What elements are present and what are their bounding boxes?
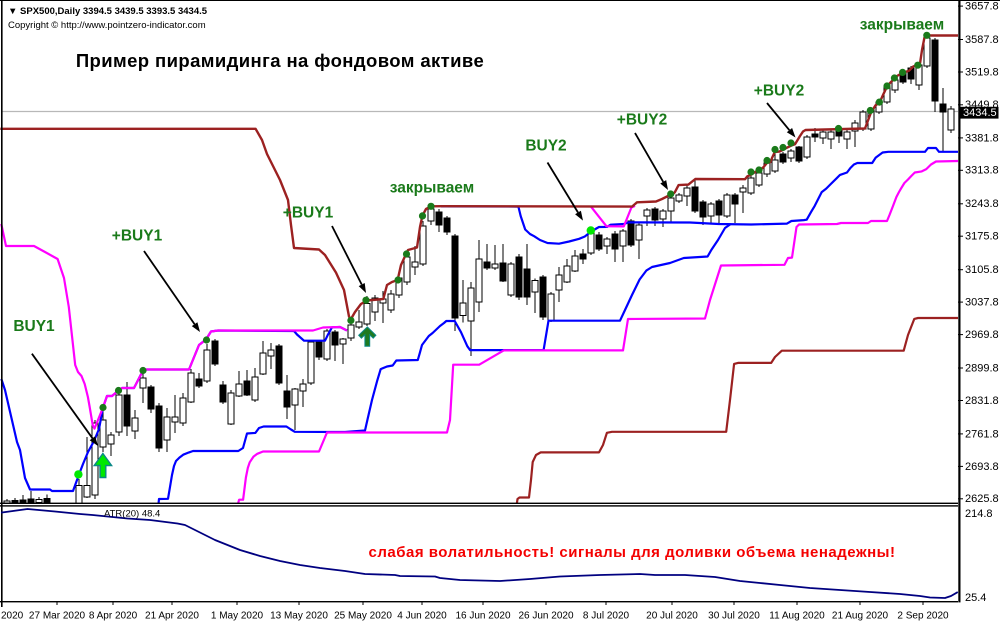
svg-text:BUY1: BUY1 <box>13 318 55 335</box>
svg-text:21 Aug 2020: 21 Aug 2020 <box>832 611 889 622</box>
svg-text:2831.8: 2831.8 <box>965 395 999 407</box>
svg-text:25.4: 25.4 <box>965 592 986 604</box>
svg-text:2761.8: 2761.8 <box>965 428 999 440</box>
svg-text:3657.8: 3657.8 <box>965 1 999 13</box>
svg-text:слабая волатильность! сигналы: слабая волатильность! сигналы для доливк… <box>369 544 896 561</box>
svg-text:3243.8: 3243.8 <box>965 198 999 210</box>
svg-text:3105.8: 3105.8 <box>965 264 999 276</box>
svg-text:26 Jun 2020: 26 Jun 2020 <box>518 611 573 622</box>
svg-text:2899.8: 2899.8 <box>965 362 999 374</box>
svg-text:11 Aug 2020: 11 Aug 2020 <box>769 611 825 622</box>
svg-text:+BUY1: +BUY1 <box>283 205 334 222</box>
svg-text:3037.8: 3037.8 <box>965 297 999 309</box>
svg-text:21 Apr 2020: 21 Apr 2020 <box>145 611 199 622</box>
svg-text:16 Jun 2020: 16 Jun 2020 <box>455 611 510 622</box>
svg-text:Copyright © http://www.pointze: Copyright © http://www.pointzero-indicat… <box>8 20 206 31</box>
svg-text:+BUY1: +BUY1 <box>112 228 163 245</box>
svg-text:2693.8: 2693.8 <box>965 461 999 473</box>
svg-text:25 May 2020: 25 May 2020 <box>334 611 392 622</box>
svg-text:+BUY2: +BUY2 <box>754 83 804 100</box>
svg-text:Пример пирамидинга на фондовом: Пример пирамидинга на фондовом активе <box>76 50 484 71</box>
svg-text:4 Jun 2020: 4 Jun 2020 <box>397 611 447 622</box>
svg-text:8 Apr 2020: 8 Apr 2020 <box>89 611 138 622</box>
svg-text:+BUY2: +BUY2 <box>617 112 667 129</box>
svg-text:3434.5: 3434.5 <box>963 107 997 119</box>
svg-text:2020: 2020 <box>1 611 24 622</box>
svg-text:30 Jul 2020: 30 Jul 2020 <box>708 611 760 622</box>
svg-text:214.8: 214.8 <box>965 508 993 520</box>
svg-text:BUY2: BUY2 <box>525 138 566 155</box>
svg-text:8 Jul 2020: 8 Jul 2020 <box>583 611 630 622</box>
svg-text:2969.8: 2969.8 <box>965 329 999 341</box>
svg-text:▼ SPX500,Daily 3394.5 3439.5: ▼ SPX500,Daily 3394.5 3439.5 3393.5 3434… <box>8 6 208 17</box>
svg-text:20 Jul 2020: 20 Jul 2020 <box>646 611 698 622</box>
svg-text:3519.8: 3519.8 <box>965 66 999 78</box>
svg-text:3175.8: 3175.8 <box>965 231 999 243</box>
svg-text:2625.8: 2625.8 <box>965 493 999 505</box>
svg-text:13 May 2020: 13 May 2020 <box>270 611 328 622</box>
svg-text:3381.8: 3381.8 <box>965 132 999 144</box>
svg-text:27 Mar 2020: 27 Mar 2020 <box>29 611 86 622</box>
svg-text:закрываем: закрываем <box>860 17 944 34</box>
svg-text:1 May 2020: 1 May 2020 <box>211 611 264 622</box>
svg-text:2 Sep 2020: 2 Sep 2020 <box>897 611 949 622</box>
svg-text:3587.8: 3587.8 <box>965 34 999 46</box>
svg-text:закрываем: закрываем <box>390 180 474 197</box>
svg-text:ATR(20) 48.4: ATR(20) 48.4 <box>104 509 160 520</box>
svg-text:3313.8: 3313.8 <box>965 165 999 177</box>
